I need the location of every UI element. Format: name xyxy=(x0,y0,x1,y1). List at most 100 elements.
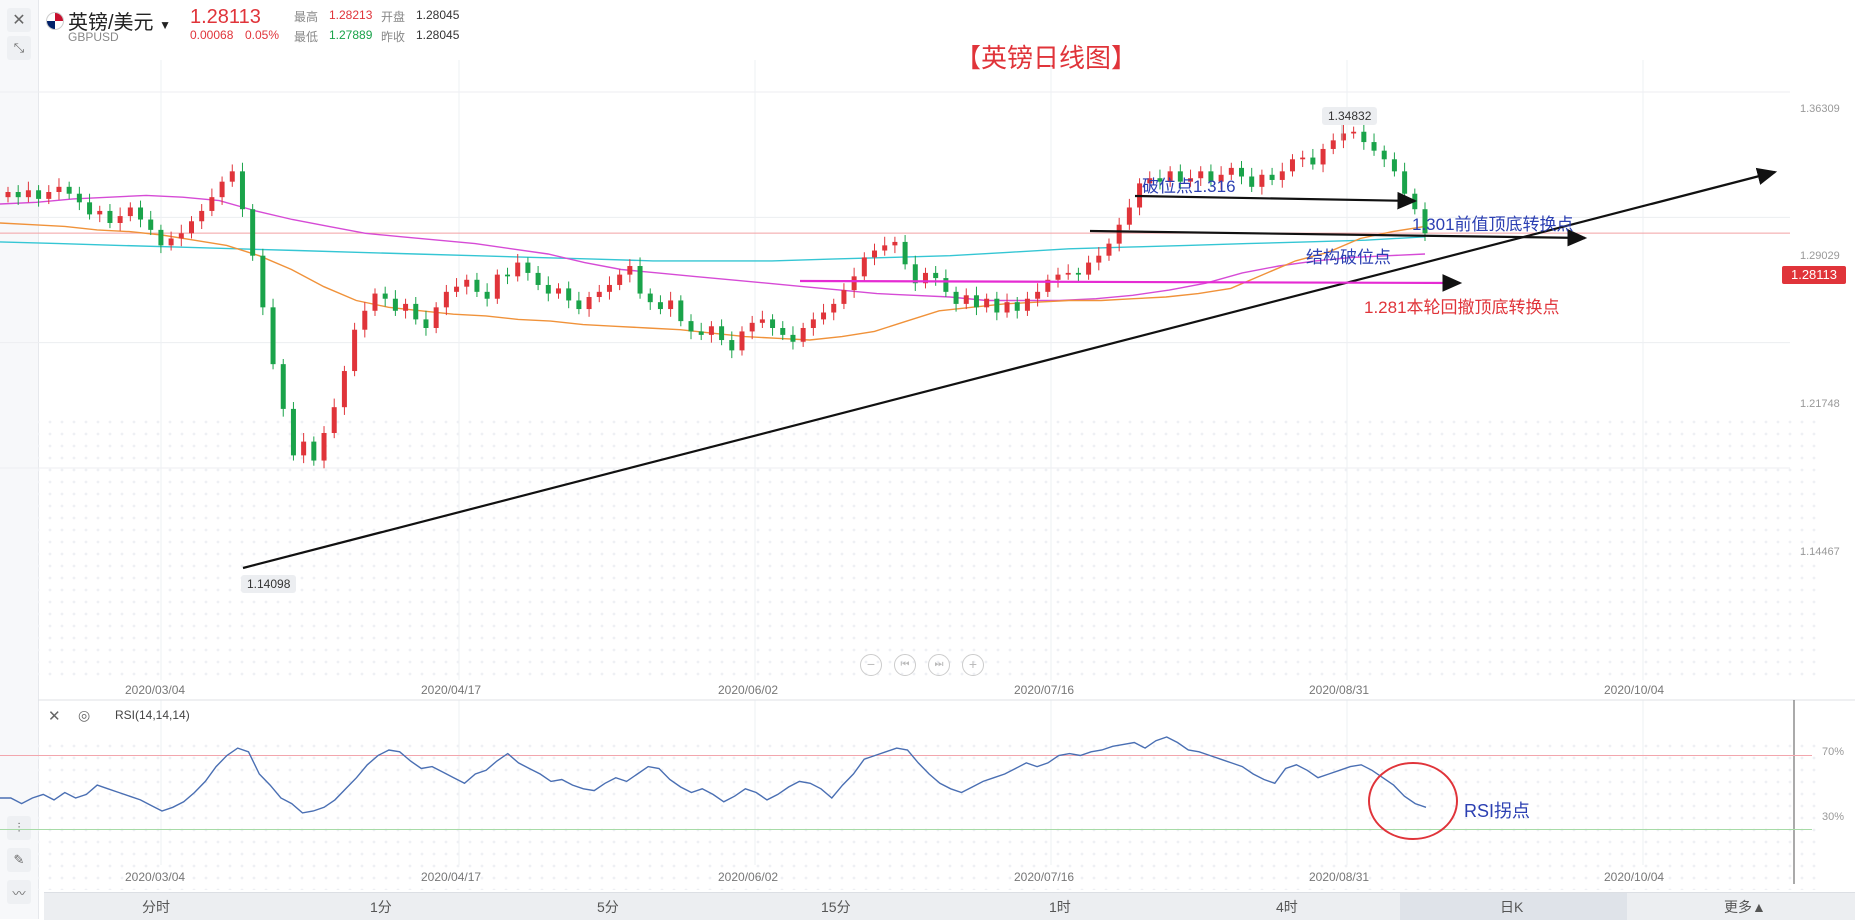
price-tick: 1.21748 xyxy=(1800,398,1840,410)
candle xyxy=(392,298,398,311)
candle xyxy=(1086,262,1092,275)
candle xyxy=(1289,159,1295,172)
candle xyxy=(780,327,786,335)
candle xyxy=(1014,302,1020,311)
candle xyxy=(46,191,52,199)
timeframe-bar: 分时 1分 5分 15分 1时 4时 日K 更多▲ xyxy=(44,892,1855,920)
break-point-line xyxy=(1134,191,1418,210)
symbol-name[interactable]: 英镑/美元 ▼ xyxy=(68,12,172,34)
candle xyxy=(66,186,72,194)
indicator-chart-icon[interactable]: 〰 xyxy=(7,880,31,904)
candle xyxy=(933,272,939,279)
low-value: 1.27889 xyxy=(329,28,373,42)
tab-15min[interactable]: 15分 xyxy=(821,899,851,915)
skip-back-icon[interactable]: ⏮ xyxy=(894,654,916,676)
candle xyxy=(1035,291,1041,299)
high-marker-label: 1.34832 xyxy=(1322,107,1378,125)
candle xyxy=(209,197,215,211)
candle xyxy=(250,209,256,256)
candle xyxy=(943,278,949,292)
chevron-down-icon[interactable]: ▼ xyxy=(159,18,172,32)
candle xyxy=(688,321,694,332)
candle xyxy=(555,288,561,294)
candle xyxy=(270,307,276,365)
candle xyxy=(505,274,511,277)
rsi-label: RSI(14,14,14) xyxy=(115,708,190,722)
candle xyxy=(525,262,531,273)
uk-flag-icon xyxy=(46,12,64,30)
candle xyxy=(800,327,806,342)
date-tick: 2020/04/17 xyxy=(421,683,482,697)
tab-1min[interactable]: 1分 xyxy=(370,899,392,915)
tab-intraday[interactable]: 分时 xyxy=(142,899,170,915)
candle xyxy=(668,300,674,310)
candle-indicator-icon[interactable]: ⫶ xyxy=(7,816,31,840)
candle xyxy=(138,207,144,220)
candle xyxy=(158,229,164,246)
candle xyxy=(25,190,31,198)
candle xyxy=(311,441,317,461)
candle xyxy=(912,264,918,284)
rsi-settings-icon[interactable]: ◎ xyxy=(78,707,91,723)
pencil-icon[interactable]: ✎ xyxy=(7,848,31,872)
rsi-close-icon[interactable]: ✕ xyxy=(48,708,61,725)
annotation-rsi-turn: RSI拐点 xyxy=(1464,801,1531,821)
candle xyxy=(973,295,979,308)
candle xyxy=(963,295,969,304)
candle xyxy=(586,297,592,310)
date-tick: 2020/10/04 xyxy=(1604,683,1665,697)
change-pct: 0.05% xyxy=(245,28,280,42)
candle xyxy=(464,279,470,287)
candle xyxy=(1422,209,1428,234)
price-tick: 1.29029 xyxy=(1800,250,1840,262)
tab-1hour[interactable]: 1时 xyxy=(1049,899,1071,915)
candle xyxy=(454,286,460,292)
minus-circle-icon[interactable]: − xyxy=(860,654,882,676)
collapse-icon[interactable]: ⤡ xyxy=(7,36,31,60)
tab-5min[interactable]: 5分 xyxy=(597,899,619,915)
candle xyxy=(861,257,867,277)
rsi-turn-circle xyxy=(1368,762,1458,840)
candle xyxy=(239,171,245,210)
candle xyxy=(76,193,82,203)
candle xyxy=(107,210,113,223)
candle xyxy=(127,207,133,217)
tab-4hour[interactable]: 4时 xyxy=(1276,899,1298,915)
candle xyxy=(1045,279,1051,292)
tab-daily-active-bg xyxy=(1400,893,1627,920)
candle xyxy=(1351,131,1357,134)
plus-circle-icon[interactable]: + xyxy=(962,654,984,676)
candle xyxy=(117,216,123,223)
candle xyxy=(872,250,878,258)
rsi-level-30: 30% xyxy=(1822,811,1845,823)
tab-daily[interactable]: 日K xyxy=(1500,899,1524,915)
candle xyxy=(1371,142,1377,151)
tab-more[interactable]: 更多▲ xyxy=(1724,899,1766,915)
candle xyxy=(606,284,612,292)
low-label: 最低 xyxy=(294,30,319,44)
candle xyxy=(882,245,888,251)
quote-header: 英镑/美元 ▼ GBPUSD 1.28113 0.00068 0.05% 最高 … xyxy=(38,0,638,60)
candle xyxy=(1198,171,1204,179)
candle xyxy=(759,319,765,323)
last-price: 1.28113 xyxy=(190,6,261,28)
annotation-structure-break: 结构破位点 xyxy=(1306,248,1391,267)
candle xyxy=(1157,178,1163,182)
rsi-level-70: 70% xyxy=(1822,746,1845,758)
skip-forward-icon[interactable]: ⏭ xyxy=(928,654,950,676)
candle xyxy=(1116,224,1122,244)
candle xyxy=(647,293,653,303)
candle xyxy=(97,210,103,215)
date-tick: 2020/08/31 xyxy=(1309,683,1370,697)
candle xyxy=(922,272,928,284)
close-icon[interactable]: ✕ xyxy=(7,8,31,32)
candle xyxy=(953,291,959,304)
candle xyxy=(1004,302,1010,313)
candle xyxy=(372,293,378,311)
candle xyxy=(831,303,837,313)
candle xyxy=(341,371,347,408)
candle xyxy=(1208,171,1214,182)
candle xyxy=(494,274,500,299)
open-value: 1.28045 xyxy=(416,8,460,22)
